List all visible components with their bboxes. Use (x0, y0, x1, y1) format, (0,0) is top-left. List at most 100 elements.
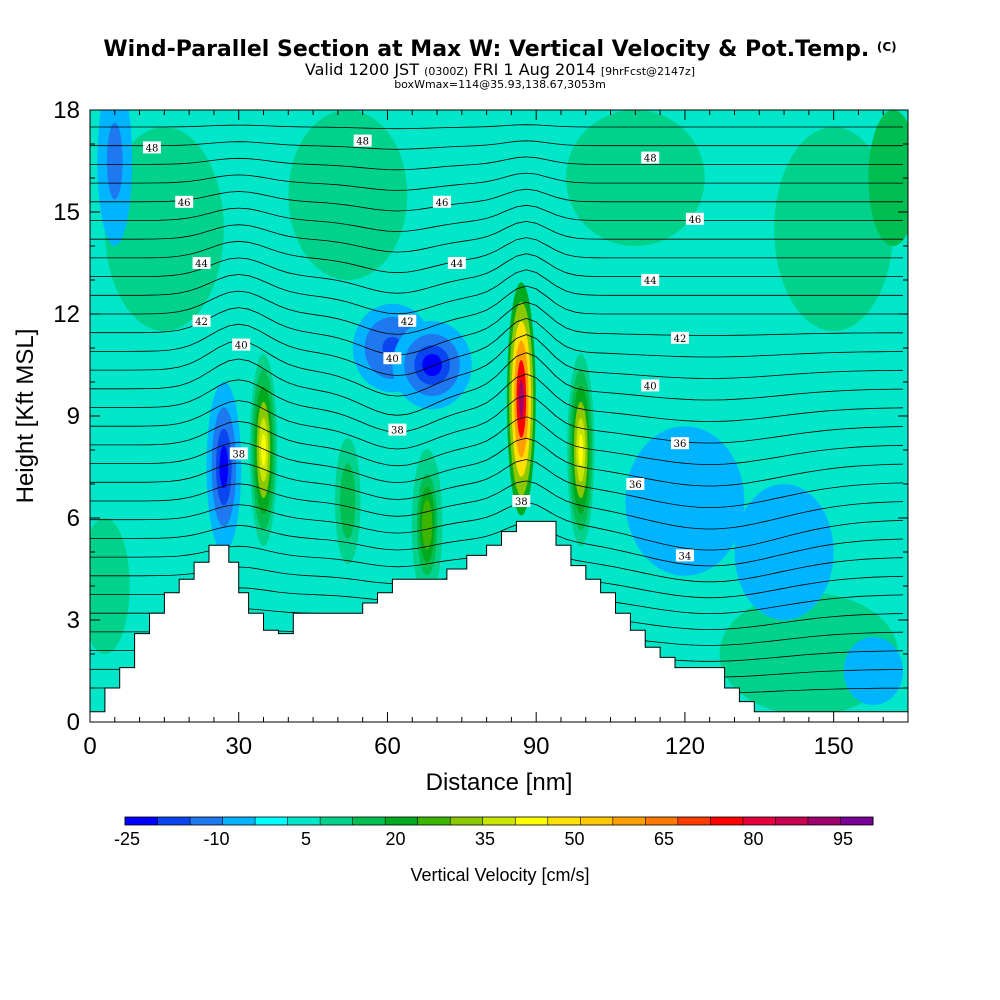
colorbar-swatch (450, 817, 484, 825)
theta-contour-line (90, 301, 903, 356)
y-tick-label: 0 (67, 709, 80, 736)
valid-time-prefix: Valid 1200 JST (304, 60, 419, 79)
theta-contour-line (90, 140, 903, 150)
theta-contour-label: 38 (388, 423, 407, 437)
theta-contour-label: 34 (675, 549, 694, 562)
label-text: 46 (688, 215, 701, 226)
colorbar-swatch (677, 817, 711, 825)
valid-date: FRI 1 Aug 2014 (473, 60, 596, 79)
terrain (90, 520, 908, 722)
label-box (447, 257, 466, 269)
colorbar-swatch (255, 817, 289, 825)
theta-contour-label: 48 (641, 151, 660, 165)
theta-contour-label: 38 (512, 495, 531, 508)
colorbar-swatch (547, 817, 581, 825)
label-text: 38 (232, 449, 245, 460)
colorbar-swatch (775, 817, 809, 825)
theta-contour-label: 38 (229, 447, 248, 460)
x-axis-label: Distance [nm] (426, 769, 573, 796)
colorbar-swatch (645, 817, 679, 825)
field-patch (104, 127, 224, 331)
theta-contour-line (90, 480, 904, 530)
theta-contour-label: 42 (398, 314, 417, 328)
colorbar-swatch (482, 817, 516, 825)
theta-contour-line (90, 269, 903, 315)
colorbar-tick-label: 65 (654, 829, 674, 849)
colorbar-swatch (222, 817, 256, 825)
colorbar-swatch (287, 817, 321, 825)
label-text: 48 (146, 143, 159, 154)
label-box (192, 314, 211, 327)
theta-contour-label: 46 (432, 195, 451, 209)
theta-contour-line (90, 501, 904, 551)
colorbar: -25 -10 5 20 35 50 65 80 95 (114, 816, 874, 849)
x-tick-label: 30 (225, 733, 252, 760)
colorbar-swatch (320, 817, 354, 825)
title-text: Wind-Parallel Section at Max W: Vertical… (103, 37, 870, 62)
y-tick-label: 9 (67, 403, 80, 430)
colorbar-swatch (352, 817, 386, 825)
theta-contour-line (90, 285, 903, 335)
colorbar-swatch (125, 817, 159, 825)
label-text: 42 (195, 317, 208, 328)
field-patch (288, 110, 408, 280)
label-text: 46 (436, 198, 449, 209)
field-patch (843, 637, 904, 705)
colorbar-swatch (710, 817, 744, 825)
label-box (175, 195, 194, 208)
y-tick-label: 6 (67, 505, 80, 532)
downdraft-core (219, 445, 229, 489)
colorbar-swatch (612, 817, 646, 825)
label-text: 44 (450, 259, 463, 270)
colorbar-swatch (157, 817, 191, 825)
theta-contour-line (90, 220, 903, 253)
colorbar-swatch (385, 817, 419, 825)
colorbar-tick-label: 80 (743, 829, 763, 849)
theta-contour-label: 40 (383, 352, 402, 365)
forecast-info: [9hrFcst@2147z] (600, 65, 696, 78)
field-patch (774, 127, 894, 331)
label-text: 48 (644, 154, 657, 165)
updraft-core (345, 488, 351, 514)
label-text: 46 (178, 198, 191, 209)
colorbar-tick-label: 95 (833, 829, 853, 849)
theta-contour-line (90, 124, 903, 130)
y-tick-label: 12 (53, 301, 80, 328)
theta-contour-line (90, 237, 903, 274)
theta-contour-line (90, 373, 904, 433)
field-patch (625, 426, 745, 576)
label-text: 42 (401, 317, 414, 328)
theta-contour-label: 48 (353, 134, 372, 148)
label-box (641, 379, 660, 392)
theta-contour-line (90, 188, 903, 212)
theta-contour-line (90, 204, 903, 232)
theta-contour-label: 40 (641, 379, 660, 392)
label-text: 38 (515, 497, 528, 508)
theta-contour-line (90, 522, 904, 567)
label-box (229, 447, 248, 460)
label-text: 48 (356, 137, 369, 148)
label-box (675, 549, 694, 562)
theta-contour-label: 44 (447, 257, 466, 270)
theta-contour-label: 46 (685, 212, 704, 226)
theta-contour-label: 36 (626, 478, 645, 491)
label-text: 40 (644, 381, 657, 392)
x-tick-label: 120 (665, 733, 705, 760)
theta-contour-line (90, 437, 904, 487)
updraft-core (578, 433, 584, 467)
label-box (388, 423, 407, 436)
colorbar-tick-label: 50 (564, 829, 584, 849)
theta-contour-line (90, 156, 903, 171)
label-box (670, 437, 689, 450)
theta-contour-label: 42 (192, 314, 211, 328)
colorbar-swatch (742, 817, 776, 825)
x-tick-label: 150 (814, 733, 854, 760)
colorbar-swatch (190, 817, 224, 825)
label-text: 38 (391, 426, 404, 437)
x-tick-label: 60 (374, 733, 401, 760)
theta-contour-label: 36 (670, 437, 689, 450)
label-text: 40 (235, 341, 248, 352)
updraft-core (424, 512, 430, 538)
label-text: 44 (644, 276, 657, 287)
label-text: 40 (386, 354, 399, 365)
